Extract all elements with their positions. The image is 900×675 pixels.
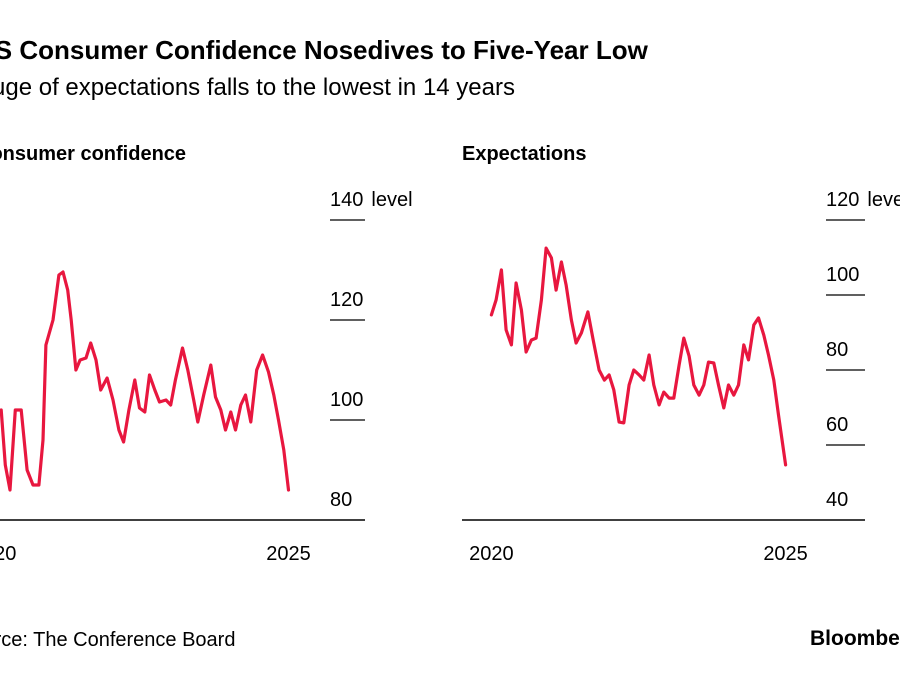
subtitle: Gauge of expectations falls to the lowes… (0, 74, 515, 101)
y-tick-label: 120 (826, 189, 859, 211)
y-tick-label: 100 (826, 264, 859, 286)
y-unit: level (867, 189, 900, 211)
y-tick-label: 60 (826, 414, 848, 436)
chart-title: Consumer confidence (0, 143, 186, 165)
title: US Consumer Confidence Nosedives to Five… (0, 35, 649, 65)
brand: Bloomberg (810, 627, 900, 650)
y-unit: level (371, 189, 412, 211)
y-tick-label: 40 (826, 489, 848, 511)
y-tick-label: 80 (826, 339, 848, 361)
x-tick-label: 2025 (763, 543, 808, 565)
data-line (489, 246, 788, 467)
source: Source: The Conference Board (0, 629, 235, 651)
y-tick-label: 80 (330, 489, 352, 511)
y-tick-label: 140 (330, 189, 363, 211)
x-tick-label: 2025 (266, 543, 311, 565)
y-tick-label: 120 (330, 289, 363, 311)
data-line (0, 270, 291, 492)
y-tick-label: 100 (330, 389, 363, 411)
chart-title: Expectations (462, 143, 586, 165)
x-tick-label: 2020 (469, 543, 514, 565)
x-tick-label: 2020 (0, 543, 16, 565)
